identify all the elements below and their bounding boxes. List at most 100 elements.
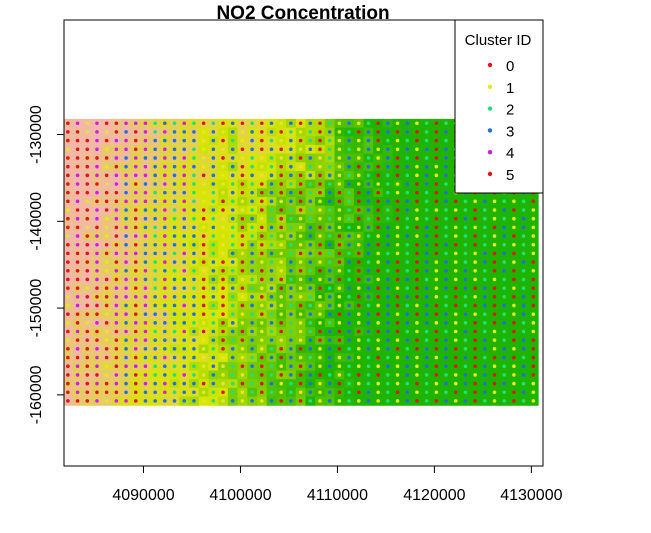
cluster-point — [172, 260, 177, 264]
cluster-point — [104, 138, 109, 143]
cluster-point — [298, 190, 303, 195]
cluster-point — [424, 199, 429, 204]
cluster-point — [356, 164, 361, 169]
cluster-point — [424, 338, 429, 342]
cluster-point — [444, 373, 448, 377]
cluster-point — [521, 338, 526, 342]
cluster-point — [405, 234, 410, 238]
cluster-point — [337, 286, 342, 290]
cluster-point — [308, 242, 313, 247]
cluster-point — [347, 399, 351, 403]
cluster-point — [269, 121, 274, 126]
cluster-point — [531, 399, 536, 403]
cluster-point — [269, 277, 274, 282]
cluster-point — [463, 381, 468, 386]
cluster-point — [327, 164, 332, 169]
cluster-point — [75, 173, 80, 178]
cluster-point — [386, 251, 390, 256]
cluster-point — [521, 364, 526, 369]
cluster-point — [95, 164, 99, 169]
cluster-point — [318, 225, 322, 230]
cluster-point — [279, 173, 284, 178]
cluster-point — [521, 216, 526, 221]
cluster-point — [143, 347, 148, 351]
cluster-point — [512, 225, 516, 230]
cluster-point — [395, 182, 400, 186]
cluster-point — [395, 390, 400, 395]
cluster-point — [386, 260, 390, 264]
cluster-point — [415, 303, 419, 308]
cluster-point — [473, 242, 477, 247]
cluster-point — [230, 364, 235, 369]
cluster-point — [163, 347, 167, 351]
cluster-point — [66, 138, 70, 143]
x-tick-label: 4090000 — [112, 487, 174, 504]
cluster-point — [230, 321, 235, 325]
cluster-point — [269, 260, 274, 264]
cluster-point — [415, 364, 419, 369]
cluster-point — [376, 286, 380, 290]
cluster-point — [143, 147, 148, 152]
cluster-point — [95, 364, 99, 369]
cluster-point — [211, 156, 216, 160]
cluster-point — [211, 364, 216, 369]
cluster-point — [415, 208, 419, 212]
cluster-point — [250, 138, 254, 143]
cluster-point — [453, 399, 458, 403]
cluster-point — [463, 390, 468, 395]
cluster-point — [376, 208, 380, 212]
cluster-point — [260, 312, 264, 316]
cluster-point — [250, 251, 254, 256]
cluster-point — [405, 260, 410, 264]
cluster-point — [366, 130, 371, 134]
cluster-point — [163, 303, 167, 308]
cluster-point — [289, 295, 293, 299]
cluster-point — [327, 130, 332, 134]
cluster-point — [347, 138, 351, 143]
cluster-point — [104, 321, 109, 325]
cluster-point — [376, 390, 380, 395]
cluster-point — [163, 190, 167, 195]
cluster-point — [133, 277, 138, 282]
cluster-point — [260, 216, 264, 221]
cluster-point — [250, 277, 254, 282]
cluster-point — [318, 303, 322, 308]
cluster-point — [415, 347, 419, 351]
cluster-point — [473, 216, 477, 221]
cluster-point — [386, 216, 390, 221]
cluster-point — [250, 295, 254, 299]
cluster-point — [395, 312, 400, 316]
cluster-point — [473, 268, 477, 273]
cluster-point — [192, 251, 196, 256]
cluster-point — [318, 373, 322, 377]
cluster-point — [153, 121, 157, 126]
cluster-point — [201, 347, 206, 351]
cluster-point — [124, 260, 128, 264]
cluster-point — [463, 347, 468, 351]
cluster-point — [318, 329, 322, 334]
cluster-point — [172, 234, 177, 238]
cluster-point — [279, 295, 284, 299]
cluster-point — [153, 216, 157, 221]
cluster-point — [405, 364, 410, 369]
cluster-point — [405, 121, 410, 126]
cluster-point — [415, 390, 419, 395]
cluster-point — [512, 277, 516, 282]
cluster-point — [366, 321, 371, 325]
cluster-point — [114, 216, 119, 221]
cluster-point — [279, 225, 284, 230]
cluster-point — [230, 147, 235, 152]
cluster-point — [143, 399, 148, 403]
cluster-point — [308, 147, 313, 152]
cluster-point — [463, 399, 468, 403]
cluster-point — [376, 147, 380, 152]
cluster-point — [366, 295, 371, 299]
cluster-point — [308, 381, 313, 386]
cluster-point — [104, 216, 109, 221]
cluster-point — [337, 399, 342, 403]
cluster-point — [124, 182, 128, 186]
cluster-point — [473, 295, 477, 299]
cluster-point — [260, 321, 264, 325]
cluster-point — [163, 268, 167, 273]
cluster-point — [133, 381, 138, 386]
